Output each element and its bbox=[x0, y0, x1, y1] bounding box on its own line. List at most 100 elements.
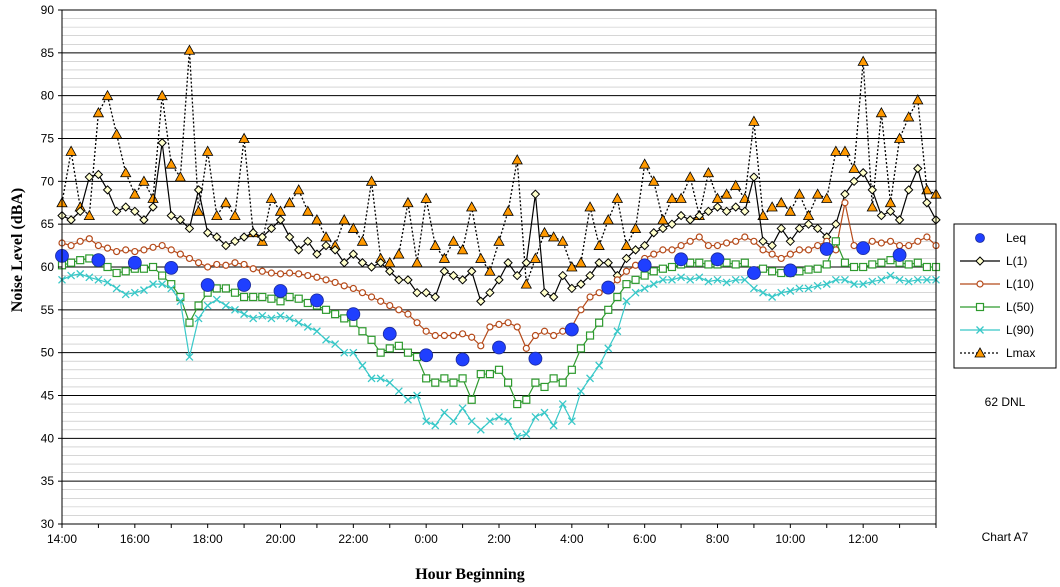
point-l-1 bbox=[75, 206, 85, 217]
point-l-90 bbox=[121, 290, 130, 299]
point-l-1 bbox=[421, 287, 431, 298]
point-l-1 bbox=[84, 172, 95, 182]
legend-label: L(1) bbox=[1006, 254, 1027, 268]
point-l-50 bbox=[622, 280, 631, 289]
point-l-1 bbox=[230, 236, 240, 247]
point-lmax bbox=[520, 278, 532, 289]
point-lmax bbox=[283, 196, 296, 208]
point-l-90 bbox=[194, 314, 203, 323]
point-l-1 bbox=[385, 266, 395, 276]
point-l-50 bbox=[276, 297, 285, 306]
point-l-50 bbox=[613, 292, 622, 302]
point-l-50 bbox=[922, 262, 931, 272]
point-l-90 bbox=[813, 281, 822, 290]
y-tick-label: 35 bbox=[41, 474, 55, 488]
point-leq bbox=[492, 340, 506, 355]
point-l-90 bbox=[850, 280, 859, 289]
x-tick-label: 2:00 bbox=[487, 532, 511, 546]
point-l-10 bbox=[677, 241, 685, 250]
point-l-50 bbox=[394, 341, 403, 350]
point-leq bbox=[127, 255, 142, 270]
point-lmax bbox=[730, 179, 742, 191]
series-lmax bbox=[56, 44, 942, 289]
point-l-50 bbox=[558, 378, 567, 387]
legend-box bbox=[953, 223, 1057, 369]
point-l-50 bbox=[804, 265, 813, 274]
point-l-1 bbox=[876, 210, 887, 221]
point-l-50 bbox=[321, 305, 331, 314]
point-l-90 bbox=[167, 284, 176, 293]
x-tick-label: 16:00 bbox=[120, 532, 150, 546]
point-l-90 bbox=[531, 412, 540, 421]
point-lmax bbox=[65, 145, 77, 156]
point-l-90 bbox=[176, 297, 185, 306]
point-l-10 bbox=[449, 331, 458, 340]
point-l-90 bbox=[231, 305, 239, 314]
point-lmax bbox=[684, 171, 696, 182]
point-l-1 bbox=[102, 185, 113, 195]
point-l-10 bbox=[495, 320, 503, 328]
point-l-1 bbox=[339, 258, 349, 268]
point-l-90 bbox=[668, 275, 676, 284]
point-l-50 bbox=[695, 258, 704, 267]
point-l-1 bbox=[321, 240, 331, 251]
point-l-90 bbox=[904, 277, 913, 286]
point-l-1 bbox=[175, 215, 186, 225]
chart-label: Chart A7 bbox=[982, 530, 1029, 544]
point-lmax bbox=[775, 196, 787, 208]
point-l-50 bbox=[221, 284, 230, 293]
point-l-50 bbox=[877, 258, 886, 267]
point-lmax bbox=[165, 158, 177, 169]
point-l-10 bbox=[886, 237, 895, 245]
point-l-90 bbox=[276, 311, 285, 320]
point-lmax bbox=[648, 175, 660, 186]
point-l-10 bbox=[668, 246, 676, 254]
x-tick-label: 8:00 bbox=[706, 532, 730, 546]
point-l-10 bbox=[158, 241, 166, 250]
point-l-90 bbox=[495, 412, 503, 421]
point-l-90 bbox=[258, 311, 267, 320]
point-l-90 bbox=[185, 352, 194, 361]
point-l-10 bbox=[841, 199, 849, 207]
point-lmax bbox=[83, 209, 95, 221]
point-l-50 bbox=[831, 237, 840, 246]
point-l-50 bbox=[422, 374, 431, 383]
point-l-10 bbox=[176, 250, 184, 258]
point-l-90 bbox=[695, 273, 704, 282]
point-l-90 bbox=[576, 387, 585, 396]
point-leq bbox=[200, 278, 215, 292]
point-l-90 bbox=[249, 314, 258, 323]
point-l-90 bbox=[440, 408, 449, 417]
point-l-50 bbox=[139, 264, 149, 273]
point-lmax bbox=[848, 162, 860, 173]
point-l-1 bbox=[366, 262, 377, 272]
series-l-90 bbox=[58, 269, 940, 441]
point-l-10 bbox=[504, 319, 512, 327]
point-l-10 bbox=[513, 323, 521, 331]
point-lmax bbox=[420, 192, 432, 203]
point-l-50 bbox=[230, 288, 240, 297]
point-l-10 bbox=[386, 301, 394, 310]
point-l-1 bbox=[667, 219, 677, 229]
point-l-90 bbox=[549, 421, 558, 430]
y-tick-label: 40 bbox=[41, 431, 55, 445]
point-lmax bbox=[229, 209, 241, 221]
point-l-50 bbox=[849, 262, 859, 272]
point-lmax bbox=[356, 235, 369, 246]
point-l-10 bbox=[586, 293, 594, 301]
y-tick-label: 50 bbox=[41, 346, 55, 360]
point-l-10 bbox=[877, 239, 885, 247]
legend-label: L(50) bbox=[1006, 300, 1034, 314]
point-lmax bbox=[638, 158, 651, 169]
point-leq bbox=[419, 348, 434, 363]
point-l-90 bbox=[76, 269, 85, 278]
point-l-1 bbox=[658, 223, 668, 234]
point-l-90 bbox=[485, 417, 494, 426]
point-lmax bbox=[793, 188, 806, 199]
point-lmax bbox=[784, 205, 797, 216]
point-l-90 bbox=[467, 417, 476, 426]
point-l-1 bbox=[375, 258, 386, 268]
point-lmax bbox=[201, 145, 214, 156]
point-l-1 bbox=[885, 206, 896, 217]
point-l-90 bbox=[85, 273, 94, 282]
